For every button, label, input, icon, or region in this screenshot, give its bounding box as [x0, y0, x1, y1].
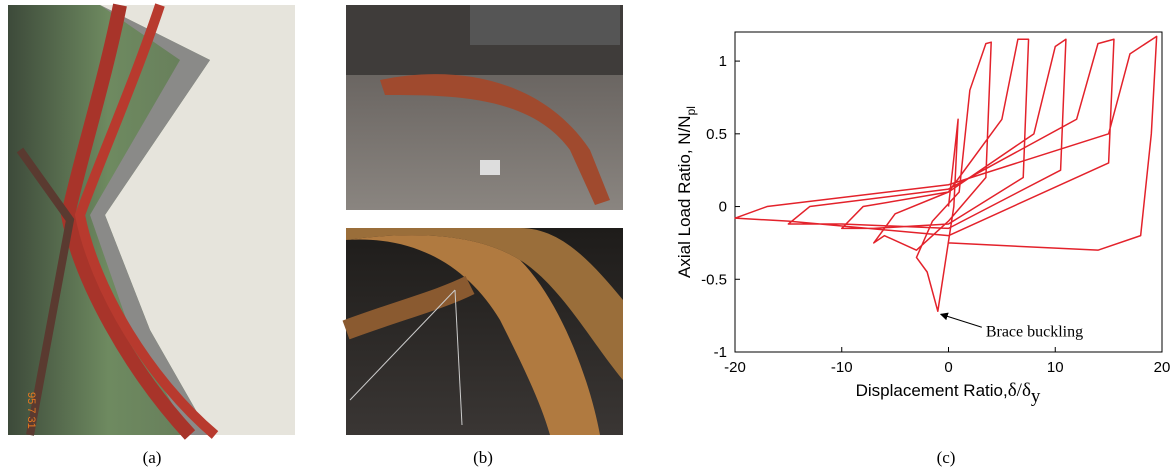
x-tick-label: 20 — [1154, 359, 1171, 376]
x-label-symbol: δ/δ — [1008, 380, 1031, 401]
y-label-sub: pl — [684, 106, 698, 115]
photo-stamp: 95 7 31 — [25, 392, 37, 429]
y-tick-label: 0 — [719, 199, 727, 216]
x-tick-label: -20 — [724, 359, 746, 376]
annotation: Brace buckling — [986, 323, 1083, 340]
photo-a: 95 7 31 — [8, 5, 295, 435]
x-label-sub: y — [1031, 386, 1041, 407]
annotation-arrow — [941, 314, 982, 327]
y-label-main: Axial Load Ratio, N/N — [675, 115, 694, 278]
y-axis-label: Axial Load Ratio, N/Npl — [675, 106, 698, 278]
photo-b-top — [346, 5, 623, 210]
caption: (b) — [473, 448, 493, 467]
caption: (a) — [143, 448, 162, 467]
x-tick-label: 0 — [944, 359, 952, 376]
caption: (c) — [937, 448, 956, 467]
x-axis-label: Displacement Ratio,δ/δy — [856, 380, 1041, 407]
series-line — [735, 36, 1157, 311]
x-label-main: Displacement Ratio, — [856, 381, 1008, 400]
y-tick-label: -0.5 — [701, 271, 727, 288]
figure: 95 7 31 Axial Load Ratio, N/Npl Displace… — [0, 0, 1175, 471]
y-tick-label: 1 — [719, 53, 727, 70]
photo-b-bottom — [346, 228, 623, 435]
y-tick-label: 0.5 — [706, 126, 727, 143]
x-tick-label: 10 — [1047, 359, 1064, 376]
y-tick-label: -1 — [714, 344, 727, 361]
x-tick-label: -10 — [831, 359, 853, 376]
